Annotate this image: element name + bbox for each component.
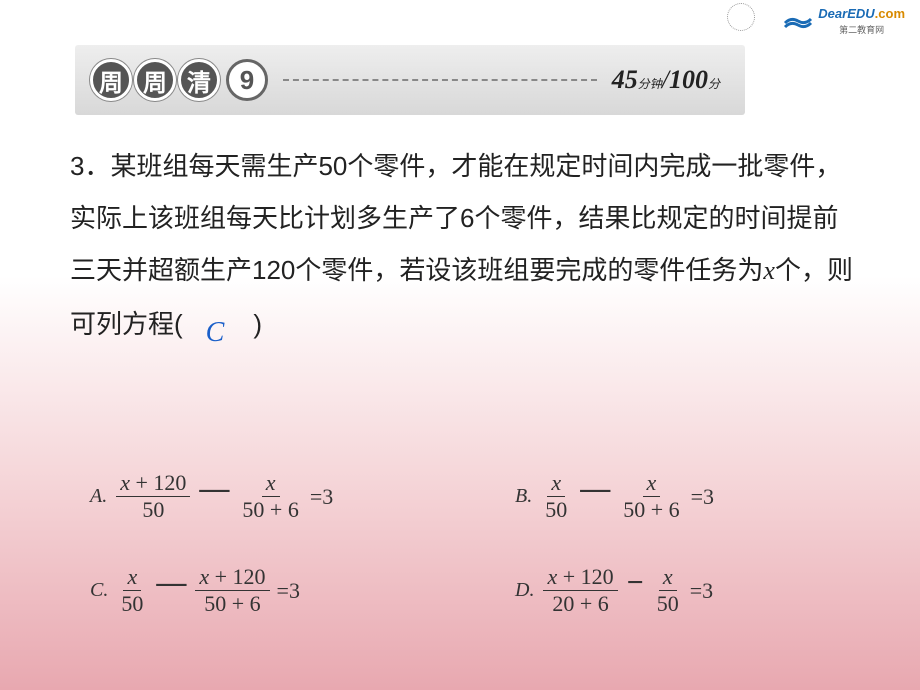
option-b-label: B. [515, 485, 532, 508]
header-char-1: 周 [90, 59, 132, 101]
minus-icon: − [627, 566, 644, 600]
answer-letter: C [206, 317, 225, 348]
option-b-frac2: x50 + 6 [619, 470, 683, 524]
option-d-label: D. [515, 579, 534, 602]
question-number: 3． [70, 151, 110, 181]
logo-tld: .com [875, 6, 905, 21]
option-a-label: A. [90, 485, 107, 508]
options-grid: A. x + 12050 — x50 + 6 =3 B. x50 — x50 +… [90, 470, 850, 618]
option-d: D. x + 12020 + 6 − x50 =3 [470, 564, 850, 618]
option-d-frac1: x + 12020 + 6 [543, 564, 617, 618]
option-a-frac2: x50 + 6 [238, 470, 302, 524]
option-b-rhs: =3 [691, 484, 714, 510]
header-divider [283, 79, 597, 81]
minus-icon: — [156, 566, 186, 600]
option-a-frac1: x + 12050 [116, 470, 190, 524]
option-d-rhs: =3 [690, 578, 713, 604]
minus-icon: — [580, 472, 610, 506]
option-a: A. x + 12050 — x50 + 6 =3 [90, 470, 470, 524]
option-b: B. x50 — x50 + 6 =3 [470, 470, 850, 524]
logo-wave-icon [783, 9, 813, 33]
chapter-header: 周 周 清 9 45分钟/100分 [75, 45, 745, 115]
option-b-frac1: x50 [541, 470, 571, 524]
logo-text: DearEDU.com 第二教育网 [818, 5, 905, 36]
option-c: C. x50 — x + 12050 + 6 =3 [90, 564, 470, 618]
option-c-frac2: x + 12050 + 6 [195, 564, 269, 618]
time-unit: 分钟 [638, 77, 662, 91]
question-text: 3．某班组每天需生产50个零件，才能在规定时间内完成一批零件，实际上该班组每天比… [70, 140, 860, 353]
minus-icon: — [199, 472, 229, 506]
time-score: 45分钟/100分 [612, 65, 720, 95]
option-c-label: C. [90, 579, 108, 602]
option-a-rhs: =3 [310, 484, 333, 510]
header-char-3: 清 [178, 59, 220, 101]
header-char-2: 周 [134, 59, 176, 101]
option-d-frac2: x50 [653, 564, 683, 618]
logo-brand: DearEDU [818, 6, 874, 21]
header-number: 9 [226, 59, 268, 101]
option-c-rhs: =3 [277, 578, 300, 604]
option-c-frac1: x50 [117, 564, 147, 618]
logo-subtitle: 第二教育网 [818, 23, 905, 36]
dotted-circle-decoration [727, 3, 755, 31]
score-num: 100 [669, 65, 708, 94]
score-unit: 分 [708, 77, 720, 91]
logo: DearEDU.com 第二教育网 [783, 5, 905, 36]
time-num: 45 [612, 65, 638, 94]
